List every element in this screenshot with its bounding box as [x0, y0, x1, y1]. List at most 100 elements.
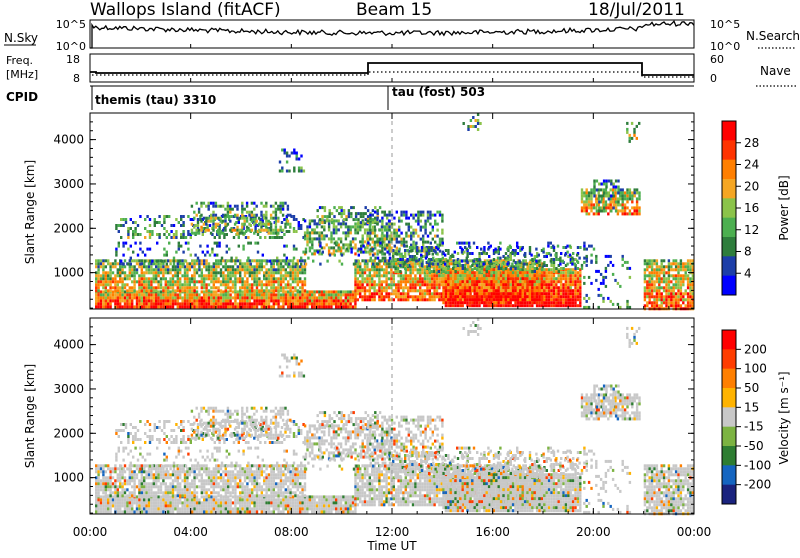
power-cell	[119, 271, 121, 274]
power-cell	[160, 302, 162, 305]
nsky-label: N.Sky	[4, 31, 38, 45]
power-cell	[359, 265, 361, 268]
power-cell	[431, 298, 433, 301]
power-cell	[534, 280, 536, 283]
power-cell	[234, 229, 236, 232]
power-cell	[260, 229, 262, 232]
power-cell	[258, 280, 260, 283]
power-cell	[157, 299, 159, 302]
power-cell	[500, 280, 502, 283]
power-cell	[186, 268, 188, 271]
power-cell	[476, 268, 478, 271]
power-cell	[685, 289, 687, 292]
power-cell	[239, 280, 241, 283]
power-cell	[385, 280, 387, 283]
power-cell	[469, 292, 471, 295]
power-cell	[651, 265, 653, 268]
power-cell	[624, 212, 626, 215]
power-cell	[193, 280, 195, 283]
power-cell	[574, 283, 576, 286]
power-cell	[454, 304, 456, 307]
power-cell	[572, 295, 574, 298]
power-cell	[495, 271, 497, 274]
power-cell	[619, 194, 621, 197]
power-cell	[603, 180, 605, 183]
power-cell	[246, 217, 248, 220]
power-cell	[526, 274, 528, 277]
power-cell	[581, 200, 583, 203]
power-cell	[369, 280, 371, 283]
power-cell	[112, 280, 114, 283]
power-cell	[109, 262, 111, 265]
power-cell	[398, 241, 400, 244]
power-cell	[304, 283, 306, 286]
power-cell	[246, 220, 248, 223]
power-cell	[410, 226, 412, 229]
power-cell	[234, 268, 236, 271]
power-cell	[208, 302, 210, 305]
power-cell	[298, 170, 300, 173]
power-cell	[364, 262, 366, 265]
power-cell	[626, 200, 628, 203]
power-cell	[265, 226, 267, 229]
power-cell	[354, 283, 356, 286]
power-cell	[412, 271, 414, 274]
power-cell	[210, 290, 212, 293]
power-cell	[244, 265, 246, 268]
power-cell	[354, 274, 356, 277]
power-cell	[329, 209, 331, 212]
power-cell	[232, 265, 234, 268]
power-cell	[350, 215, 352, 218]
power-cell	[442, 292, 444, 295]
power-cell	[476, 258, 478, 261]
power-cell	[284, 226, 286, 229]
power-cell	[505, 280, 507, 283]
power-cell	[328, 290, 330, 293]
power-cell	[414, 286, 416, 289]
power-cell	[649, 292, 651, 295]
power-cell	[471, 283, 473, 286]
power-cell	[398, 229, 400, 232]
power-cell	[354, 228, 356, 231]
power-cell	[613, 204, 615, 207]
power-cell	[244, 286, 246, 289]
power-cell	[220, 274, 222, 277]
power-cell	[215, 293, 217, 296]
power-cell	[512, 295, 514, 298]
power-cell	[433, 270, 435, 273]
power-cell	[486, 252, 488, 255]
power-cell	[107, 302, 109, 305]
power-cell	[682, 280, 684, 283]
power-cell	[560, 271, 562, 274]
power-cell	[227, 211, 229, 214]
power-cell	[412, 298, 414, 301]
power-cell	[649, 283, 651, 286]
power-cell	[638, 206, 640, 209]
power-cell	[318, 299, 320, 302]
power-cell	[342, 305, 344, 308]
power-cell	[345, 234, 347, 237]
power-cell	[365, 212, 367, 215]
power-cell	[526, 286, 528, 289]
power-cell	[226, 251, 228, 254]
power-cell	[394, 258, 396, 261]
power-cell	[649, 295, 651, 298]
power-cell	[212, 220, 214, 223]
power-cell	[651, 277, 653, 280]
power-cell	[546, 271, 548, 274]
power-cell	[555, 289, 557, 292]
power-cell	[263, 296, 265, 299]
power-cell	[493, 292, 495, 295]
power-cell	[421, 246, 423, 249]
power-cell	[526, 304, 528, 307]
power-cell	[249, 299, 251, 302]
power-cell	[466, 268, 468, 271]
power-cell	[347, 290, 349, 293]
power-cell	[438, 280, 440, 283]
power-cell	[325, 299, 327, 302]
power-cell	[100, 299, 102, 302]
power-cell	[546, 274, 548, 277]
power-cell	[546, 304, 548, 307]
power-cell	[179, 277, 181, 280]
power-cell	[121, 286, 123, 289]
